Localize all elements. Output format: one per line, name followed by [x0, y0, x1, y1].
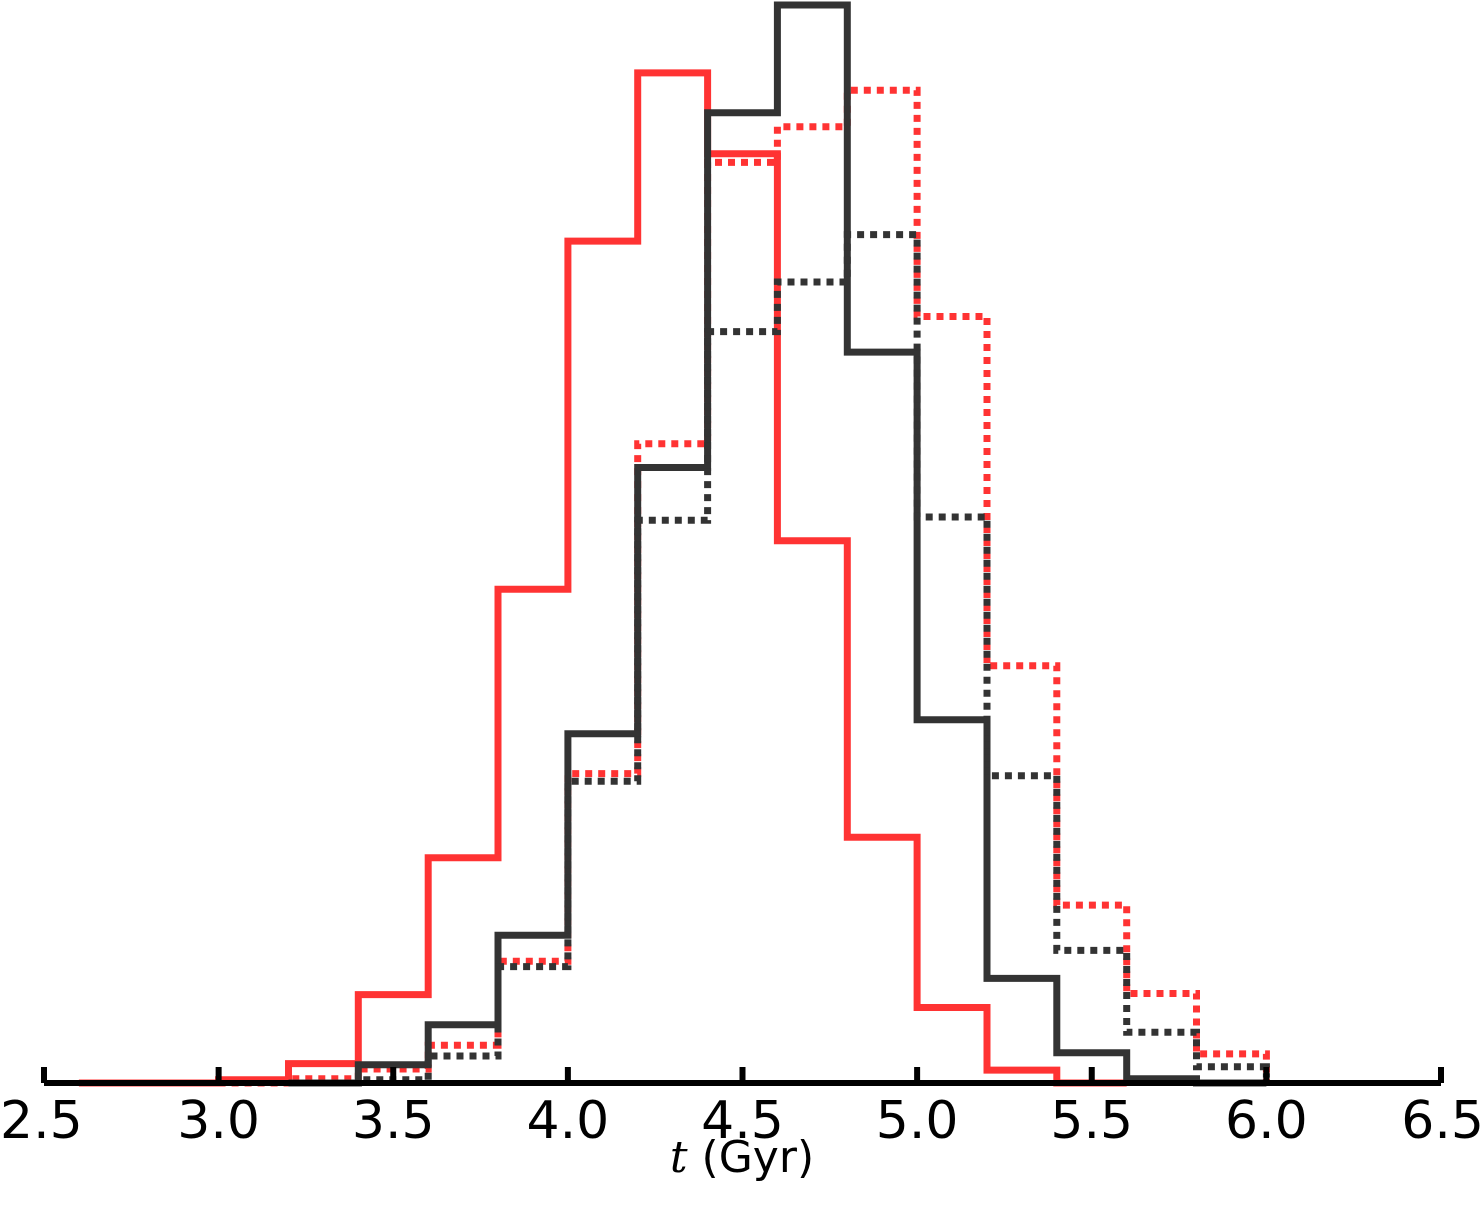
histogram-series-1 [78, 69, 1127, 1087]
histogram-series-3 [288, 1, 1267, 1087]
x-tick-label: 5.0 [876, 1091, 959, 1151]
x-tick-label: 5.5 [1050, 1091, 1133, 1151]
histogram-series-2-steps [218, 86, 1270, 1087]
x-tick-label: 3.5 [352, 1091, 435, 1151]
x-axis-label: t (Gyr) [670, 1132, 814, 1183]
x-tick-label: 3.0 [177, 1091, 260, 1151]
x-tick-label: 6.5 [1401, 1091, 1484, 1151]
x-axis-label-symbol: t [670, 1132, 688, 1183]
histogram-series-4 [288, 231, 1270, 1087]
histogram-series-1-steps [78, 69, 1127, 1087]
plot-area [78, 1, 1270, 1087]
x-tick-label: 4.0 [527, 1091, 610, 1151]
x-tick-label: 4.5 [701, 1091, 784, 1151]
x-tick-label: 6.0 [1225, 1091, 1308, 1151]
x-tick-label: 2.5 [0, 1091, 83, 1151]
x-axis-label-unit: (Gyr) [688, 1132, 815, 1183]
x-axis-ticks: 2.5 3.0 3.5 4.0 4.5 5.0 5.5 6.0 6.5 [0, 1067, 1484, 1151]
histogram-series-3-steps [288, 1, 1267, 1087]
histogram-series-4-steps [288, 231, 1270, 1087]
histogram-series-2 [218, 86, 1270, 1087]
